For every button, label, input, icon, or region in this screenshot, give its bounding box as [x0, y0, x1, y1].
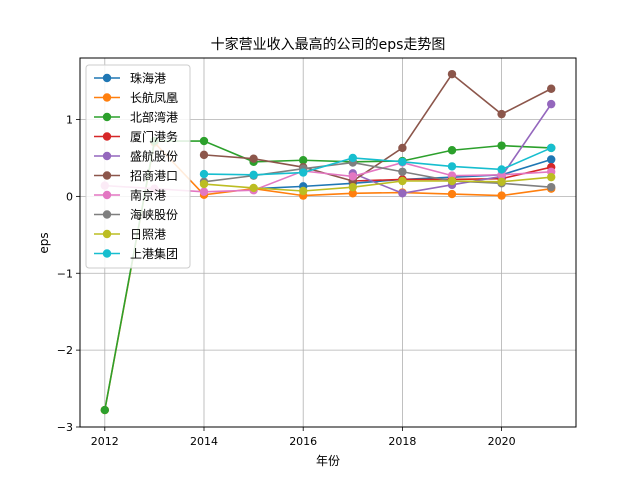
- data-point: [249, 183, 258, 193]
- legend-marker: [102, 132, 112, 141]
- legend-label: 日照港: [130, 228, 166, 242]
- legend-marker: [102, 112, 112, 122]
- legend-label: 珠海港: [130, 71, 166, 86]
- data-point: [249, 170, 258, 180]
- y-tick-label: −2: [57, 344, 73, 357]
- legend-label: 上港集团: [130, 246, 178, 261]
- series-line: [203, 72, 552, 182]
- data-point: [348, 182, 357, 192]
- data-point: [299, 168, 308, 177]
- data-point: [199, 179, 209, 189]
- series-line: [203, 176, 552, 192]
- legend-entry: 珠海港: [94, 71, 166, 86]
- legend-label: 海峡股份: [130, 207, 178, 222]
- x-tick-label: 2018: [388, 435, 416, 448]
- y-tick-label: −1: [57, 267, 73, 280]
- series-8: [199, 172, 556, 196]
- legend-entry: 海峡股份: [94, 207, 178, 222]
- data-point: [348, 189, 357, 198]
- data-point: [447, 162, 457, 171]
- data-point: [100, 405, 110, 415]
- data-point: [398, 189, 407, 198]
- x-tick-label: 2012: [91, 435, 119, 448]
- legend-entry: 盛航股份: [94, 149, 178, 164]
- y-tick-label: −3: [57, 421, 73, 434]
- x-tick-label: 2014: [190, 435, 218, 448]
- legend-label: 长航凤凰: [130, 90, 178, 105]
- y-axis-label: eps: [37, 232, 51, 253]
- legend-marker: [102, 93, 112, 102]
- legend-entry: 南京港: [94, 188, 166, 203]
- data-point: [547, 155, 556, 164]
- legend-marker: [102, 229, 112, 239]
- legend-label: 南京港: [130, 188, 166, 203]
- data-point: [199, 150, 209, 160]
- data-point: [497, 165, 506, 174]
- data-point: [199, 169, 209, 179]
- legend-entry: 厦门港务: [94, 129, 178, 144]
- data-point: [199, 187, 209, 196]
- data-point: [398, 176, 407, 186]
- data-point: [447, 189, 457, 199]
- data-point: [199, 136, 209, 146]
- data-point: [547, 172, 556, 182]
- data-point: [348, 172, 357, 181]
- data-point: [447, 146, 457, 155]
- data-point: [547, 99, 556, 109]
- y-tick-label: 1: [66, 114, 73, 127]
- data-point: [497, 141, 506, 150]
- data-point: [547, 84, 556, 93]
- legend-box: [85, 64, 191, 269]
- legend-entry: 上港集团: [94, 246, 178, 261]
- chart-title: 十家营业收入最高的公司的eps走势图: [211, 36, 446, 53]
- data-point: [547, 182, 556, 192]
- legend-marker: [102, 171, 112, 180]
- data-point: [348, 153, 357, 163]
- legend-entry: 长航凤凰: [94, 90, 178, 105]
- x-tick-label: 2020: [488, 435, 516, 448]
- legend-marker: [102, 249, 112, 258]
- x-tick-label: 2016: [289, 435, 317, 448]
- legend-entry: 日照港: [94, 228, 166, 242]
- series-9: [199, 143, 556, 180]
- data-point: [398, 157, 407, 166]
- axis-ticks: 2012 2014 2016 2018 2020 −3 −2 −1 0 1: [57, 114, 516, 449]
- legend-entry: 招商港口: [94, 168, 178, 183]
- legend-marker: [102, 190, 112, 200]
- legend-marker: [102, 73, 112, 83]
- legend-marker: [102, 210, 112, 219]
- data-point: [398, 167, 407, 176]
- plot-frame: [79, 57, 577, 428]
- data-point: [249, 154, 258, 163]
- data-point: [299, 186, 308, 196]
- data-point: [398, 143, 407, 153]
- data-point: [497, 109, 506, 119]
- legend-entry: 北部湾港: [94, 110, 178, 125]
- series-line: [203, 147, 552, 176]
- data-point: [447, 69, 457, 79]
- legend-label: 北部湾港: [130, 110, 178, 125]
- data-point: [447, 176, 457, 186]
- legend-label: 盛航股份: [130, 149, 178, 164]
- x-axis-label: 年份: [316, 454, 340, 468]
- data-point: [299, 156, 308, 165]
- data-point: [547, 143, 556, 153]
- legend-label: 招商港口: [130, 168, 178, 183]
- legend-marker: [102, 151, 112, 161]
- series-5: [199, 69, 556, 186]
- legend-label: 厦门港务: [130, 129, 178, 144]
- data-point: [497, 191, 506, 200]
- y-tick-label: 0: [66, 190, 73, 203]
- data-point: [497, 177, 506, 186]
